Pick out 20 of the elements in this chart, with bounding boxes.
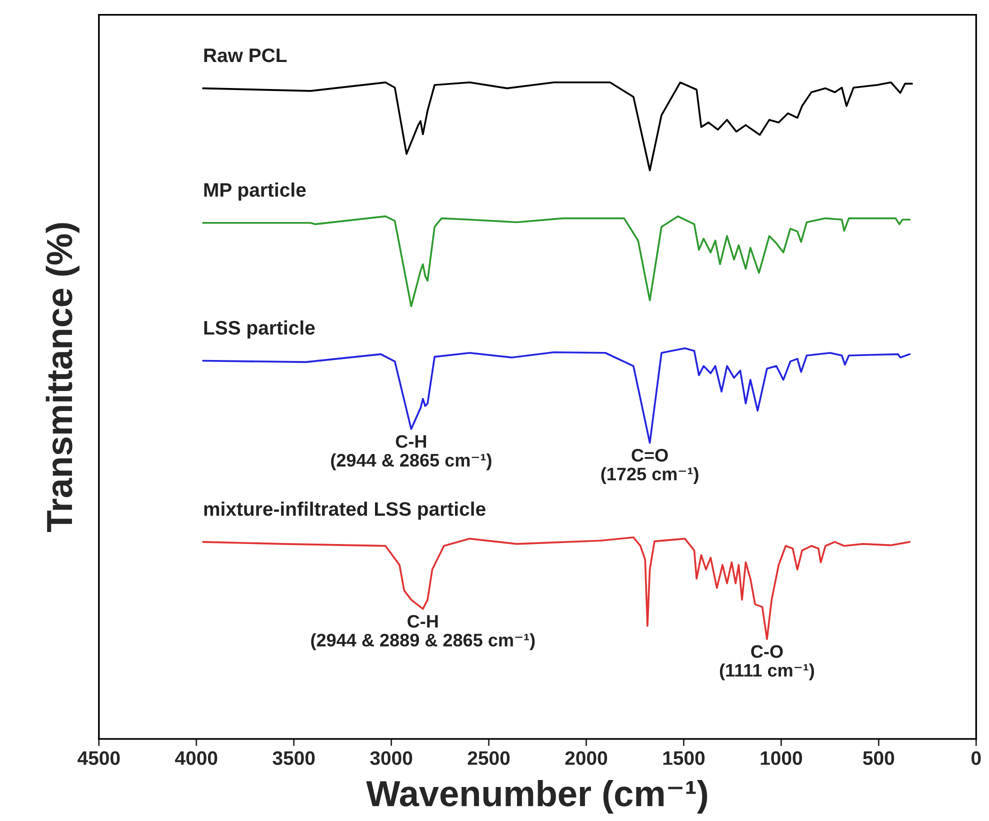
annotation: C-H (2944 & 2889 & 2865 cm⁻¹) [311,614,535,650]
x-tick-label: 2500 [468,751,510,765]
series-label: mixture-infiltrated LSS particle [204,502,486,520]
x-tick-label: 1000 [760,751,802,765]
annotation: C-H (2944 & 2865 cm⁻¹) [331,435,492,470]
x-tick-label: 4000 [175,751,218,765]
series-label: LSS particle [204,320,315,339]
x-tick-label: 2000 [565,751,608,765]
series-label: Raw PCL [204,48,287,62]
x-tick-label: 500 [863,751,894,765]
annotation: C=O (1725 cm⁻¹) [601,448,698,484]
x-axis-title: Wavenumber (cm⁻¹) [366,780,708,814]
x-tick-label: 1500 [663,751,705,765]
x-tick-label: 0 [972,751,981,765]
annotation: C-O (1111 cm⁻¹) [720,645,814,680]
y-axis-title: Transmittance (%) [46,223,80,532]
series-label: MP particle [204,182,306,201]
x-tick-label: 3000 [370,751,412,766]
x-tick-label: 3500 [272,751,315,766]
x-tick-label: 4500 [78,751,120,765]
